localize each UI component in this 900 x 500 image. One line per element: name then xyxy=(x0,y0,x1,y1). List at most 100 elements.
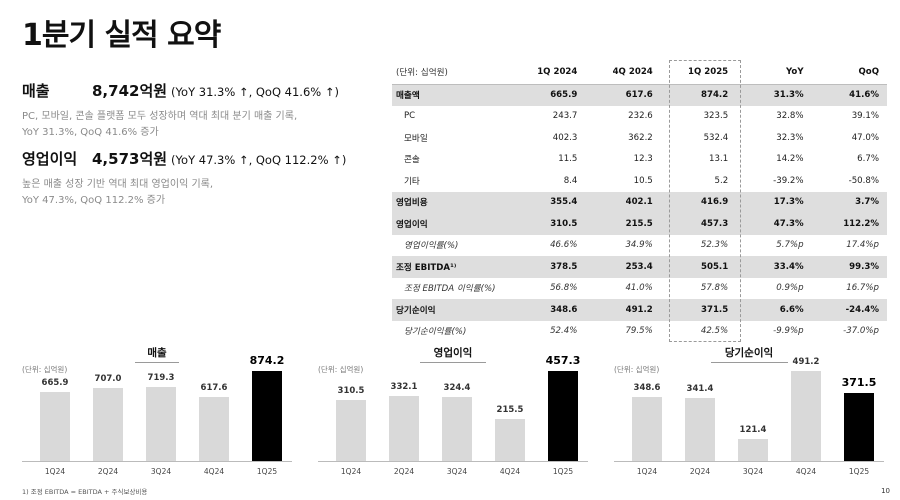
table-cell: 57.8% xyxy=(700,283,729,294)
table-cell: 112.2% xyxy=(811,213,887,235)
table-cell: 617.6 xyxy=(585,84,661,106)
revenue-desc-line2: YoY 31.3%, QoQ 41.6% 증가 xyxy=(22,127,159,138)
chart-category-label: 1Q25 xyxy=(552,467,574,476)
chart-unit: (단위: 십억원) xyxy=(318,365,364,374)
chart-bar xyxy=(495,418,525,461)
table-cell: 323.5 xyxy=(703,111,729,122)
chart-bar xyxy=(93,388,123,461)
chart-bar xyxy=(336,399,366,461)
table-cell: 34.9% xyxy=(625,240,653,251)
table-cell: 355.4 xyxy=(510,191,586,213)
page-number: 10 xyxy=(881,487,890,495)
chart-data-label: 707.0 xyxy=(94,374,122,385)
table-row: 기타 8.4 10.5 5.2 -39.2% -50.8% xyxy=(392,170,887,192)
table-header-yoy: YoY xyxy=(736,60,812,85)
chart-category-label: 4Q24 xyxy=(203,467,225,476)
chart-bar xyxy=(199,397,229,461)
chart-baseline xyxy=(614,461,884,462)
chart-data-label: 719.3 xyxy=(147,372,175,383)
table-row-label: 당기순이익 xyxy=(392,299,510,321)
net-income-chart: 당기순이익 (단위: 십억원) 348.6 1Q24 341.4 2Q24 121.4 3… xyxy=(614,342,884,482)
table-row-label: 조정 EBITDA¹⁾ xyxy=(392,256,510,278)
page-title: 1분기 실적 요약 xyxy=(22,18,221,53)
footnote: 1) 조정 EBITDA = EBITDA + 주식보상비용 xyxy=(22,488,148,496)
chart-unit: (단위: 십억원) xyxy=(22,365,68,374)
table-row-label: 영업이익 xyxy=(392,213,510,235)
chart-unit: (단위: 십억원) xyxy=(614,365,660,374)
chart-bar xyxy=(146,386,176,461)
table-cell: 232.6 xyxy=(628,111,653,122)
table-cell: 46.6% xyxy=(550,240,578,251)
table-row: 영업이익 310.5 215.5 457.3 47.3% 112.2% xyxy=(392,213,887,235)
table-cell: 32.8% xyxy=(776,111,804,122)
table-cell: 362.2 xyxy=(628,132,653,143)
chart-bar xyxy=(252,371,282,461)
chart-data-label: 348.6 xyxy=(633,383,661,394)
revenue-desc-line1: PC, 모바일, 콘솔 플랫폼 모두 성장하며 역대 최대 분기 매출 기록, xyxy=(22,111,298,122)
operating-desc-line2: YoY 47.3%, QoQ 112.2% 증가 xyxy=(22,195,166,206)
table-row: 당기순이익률(%) 52.4% 79.5% 42.5% -9.9%p -37.0%p xyxy=(392,321,887,343)
table-row-label: 콘솔 xyxy=(404,155,420,166)
table-row: 당기순이익 348.6 491.2 371.5 6.6% -24.4% xyxy=(392,299,887,321)
table-cell: 52.3% xyxy=(700,240,729,251)
chart-title-underline xyxy=(420,362,486,363)
chart-category-label: 1Q25 xyxy=(848,467,870,476)
table-row: 콘솔 11.5 12.3 13.1 14.2% 6.7% xyxy=(392,149,887,171)
chart-category-label: 3Q24 xyxy=(446,467,468,476)
table-cell: 505.1 xyxy=(660,256,737,278)
chart-category-label: 2Q24 xyxy=(689,467,711,476)
financial-table: (단위: 십억원) 1Q 2024 4Q 2024 1Q 2025 YoY Qo… xyxy=(392,60,887,342)
table-header-1q2024: 1Q 2024 xyxy=(510,60,586,85)
chart-title-underline xyxy=(710,362,788,363)
table-row-label: 모바일 xyxy=(404,133,428,144)
table-cell: 5.7%p xyxy=(776,240,804,251)
table-body: 매출액 665.9 617.6 874.2 31.3% 41.6% PC 243.7 232.6… xyxy=(392,84,887,342)
chart-bar xyxy=(548,371,578,461)
chart-baseline xyxy=(318,461,588,462)
revenue-change: (YoY 31.3% ↑, QoQ 41.6% ↑) xyxy=(171,85,339,99)
table-cell: 402.1 xyxy=(585,191,661,213)
chart-bar xyxy=(40,392,70,461)
table-cell: 371.5 xyxy=(660,299,737,321)
table-cell: 491.2 xyxy=(585,299,661,321)
table-cell: -37.0%p xyxy=(843,326,879,337)
table-cell: 12.3 xyxy=(633,154,653,165)
chart-category-label: 4Q24 xyxy=(795,467,817,476)
chart-data-label: 332.1 xyxy=(390,381,418,392)
table-cell: 0.9%p xyxy=(776,283,804,294)
table-cell: 41.6% xyxy=(811,84,887,106)
chart-bar xyxy=(844,392,874,461)
chart-data-label: 341.4 xyxy=(686,384,714,395)
chart-bar xyxy=(632,397,662,461)
table-cell: 39.1% xyxy=(851,111,879,122)
table-row-label: 조정 EBITDA 이익률(%) xyxy=(404,284,496,295)
table-row: 조정 EBITDA 이익률(%) 56.8% 41.0% 57.8% 0.9%p 16.7… xyxy=(392,278,887,300)
table-cell: 32.3% xyxy=(776,132,804,143)
revenue-description: PC, 모바일, 콘솔 플랫폼 모두 성장하며 역대 최대 분기 매출 기록, … xyxy=(22,109,382,141)
table-row-label: 당기순이익률(%) xyxy=(404,327,467,338)
operating-value: 4,573억원 xyxy=(92,150,168,168)
chart-data-label: 617.6 xyxy=(200,383,228,394)
chart-category-label: 1Q25 xyxy=(256,467,278,476)
table-cell: 11.5 xyxy=(558,154,578,165)
revenue-value: 8,742억원 xyxy=(92,82,168,100)
operating-description: 높은 매출 성장 기반 역대 최대 영업이익 기록, YoY 47.3%, Qo… xyxy=(22,177,382,209)
table-cell: 215.5 xyxy=(585,213,661,235)
operating-headline: 영업이익 4,573억원 (YoY 47.3% ↑, QoQ 112.2% ↑) xyxy=(22,148,382,169)
chart-bar xyxy=(685,398,715,461)
chart-bar xyxy=(442,397,472,461)
table-cell: 665.9 xyxy=(510,84,586,106)
chart-title-underline xyxy=(135,362,179,363)
table-header-qoq: QoQ xyxy=(811,60,887,85)
table-header-row: (단위: 십억원) 1Q 2024 4Q 2024 1Q 2025 YoY Qo… xyxy=(392,60,887,85)
chart-category-label: 3Q24 xyxy=(742,467,764,476)
table-cell: 79.5% xyxy=(625,326,653,337)
table-row-label: PC xyxy=(404,111,416,122)
table-header-unit: (단위: 십억원) xyxy=(392,60,510,85)
table-row-label: 영업이익률(%) xyxy=(404,241,459,252)
chart-category-label: 1Q24 xyxy=(636,467,658,476)
table-cell: 99.3% xyxy=(811,256,887,278)
table-cell: 310.5 xyxy=(510,213,586,235)
table-cell: -50.8% xyxy=(848,175,879,186)
table-cell: 17.4%p xyxy=(846,240,879,251)
